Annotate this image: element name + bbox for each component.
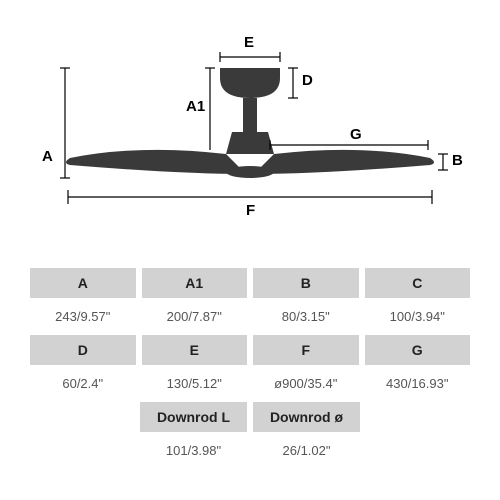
col-header: Downrod L bbox=[140, 402, 247, 432]
cell-value: 80/3.15" bbox=[253, 302, 359, 331]
col-header: D bbox=[30, 335, 136, 365]
col-header: C bbox=[365, 268, 471, 298]
table-value-row: 101/3.98" 26/1.02" bbox=[140, 436, 360, 465]
fan-dimension-diagram: E D A1 A G B F bbox=[30, 40, 470, 250]
cell-value: ø900/35.4" bbox=[253, 369, 359, 398]
table-header-row: Downrod L Downrod ø bbox=[140, 402, 360, 432]
cell-value: 26/1.02" bbox=[253, 436, 360, 465]
col-header: E bbox=[142, 335, 248, 365]
cell-value: 200/7.87" bbox=[142, 302, 248, 331]
col-header: Downrod ø bbox=[253, 402, 360, 432]
table-header-row: D E F G bbox=[30, 335, 470, 365]
cell-value: 60/2.4" bbox=[30, 369, 136, 398]
label-e: E bbox=[244, 34, 254, 51]
cell-value: 243/9.57" bbox=[30, 302, 136, 331]
table-value-row: 243/9.57" 200/7.87" 80/3.15" 100/3.94" bbox=[30, 302, 470, 331]
cell-value: 130/5.12" bbox=[142, 369, 248, 398]
col-header: A bbox=[30, 268, 136, 298]
col-header: A1 bbox=[142, 268, 248, 298]
label-g: G bbox=[350, 126, 362, 143]
table-header-row: A A1 B C bbox=[30, 268, 470, 298]
label-d: D bbox=[302, 72, 313, 89]
label-a: A bbox=[42, 148, 53, 165]
cell-value: 101/3.98" bbox=[140, 436, 247, 465]
col-header: G bbox=[365, 335, 471, 365]
cell-value: 430/16.93" bbox=[365, 369, 471, 398]
col-header: B bbox=[253, 268, 359, 298]
table-value-row: 60/2.4" 130/5.12" ø900/35.4" 430/16.93" bbox=[30, 369, 470, 398]
label-f: F bbox=[246, 202, 255, 219]
label-b: B bbox=[452, 152, 463, 169]
dimension-tables: A A1 B C 243/9.57" 200/7.87" 80/3.15" 10… bbox=[30, 268, 470, 465]
label-a1: A1 bbox=[186, 98, 205, 115]
col-header: F bbox=[253, 335, 359, 365]
cell-value: 100/3.94" bbox=[365, 302, 471, 331]
